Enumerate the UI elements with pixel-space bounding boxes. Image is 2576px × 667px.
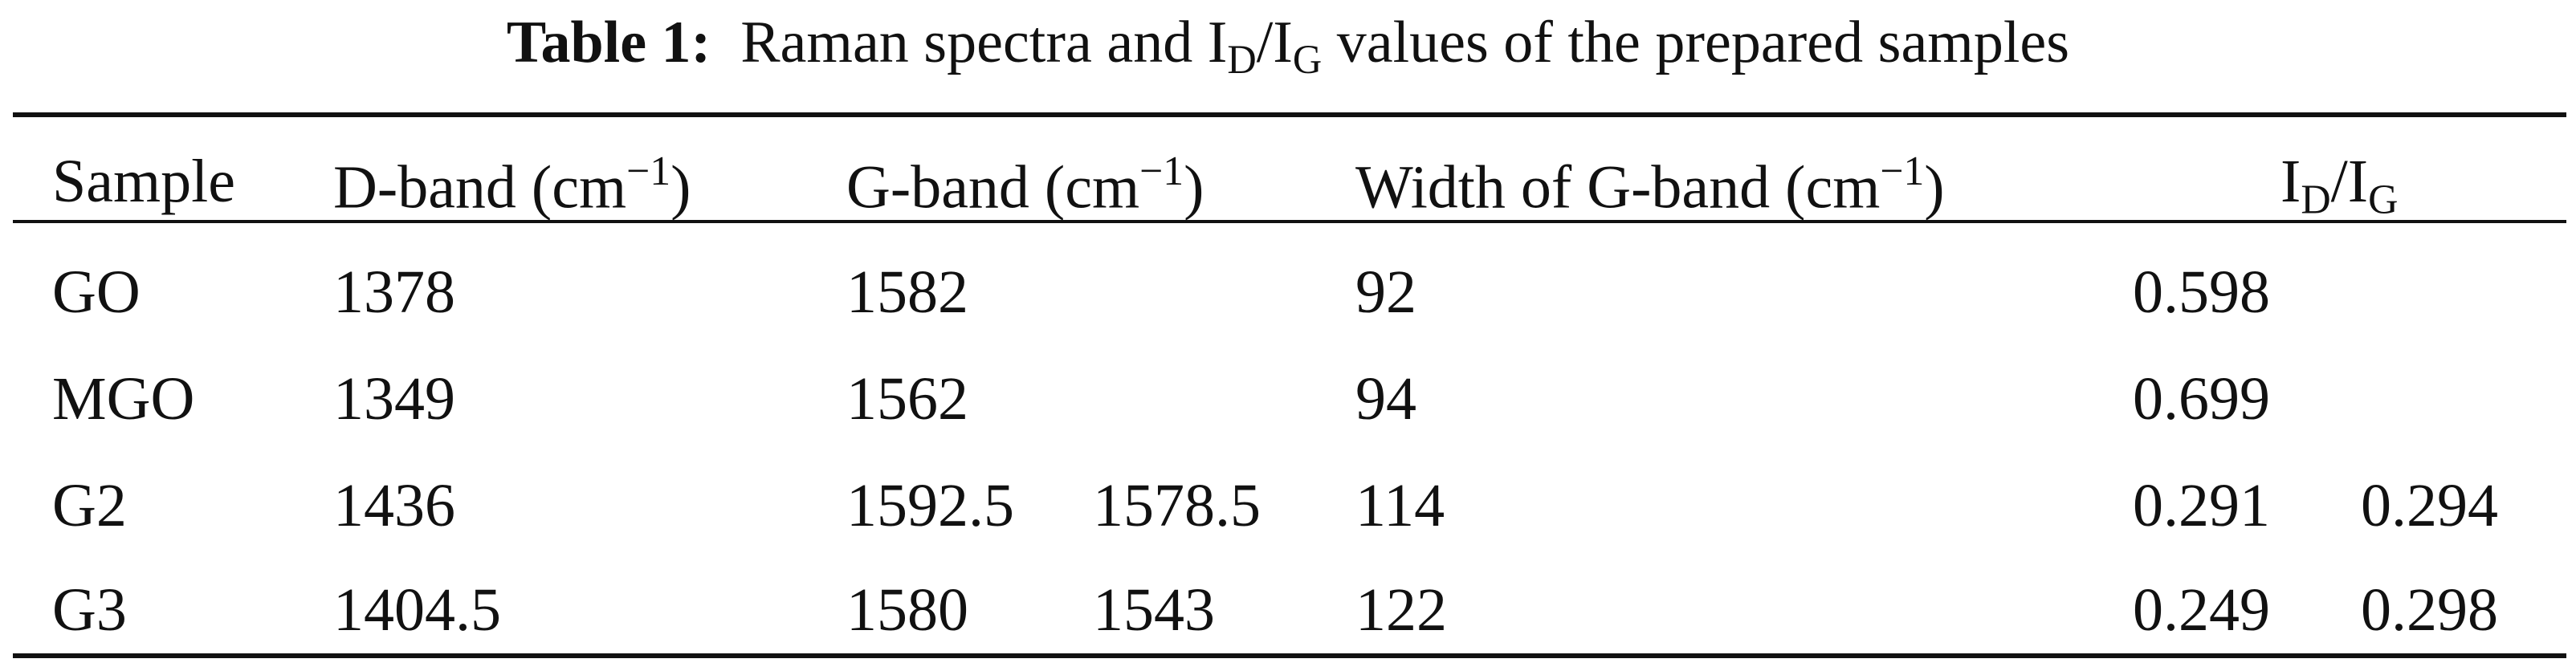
header-sup: −1 <box>1880 148 1925 194</box>
title-sub: G <box>1292 37 1323 83</box>
header-cell: Width of G-band (cm−1) <box>1355 151 1945 218</box>
table-cell: 94 <box>1355 365 1416 433</box>
header-sup: −1 <box>1139 148 1184 194</box>
header-text: D-band (cm <box>333 153 627 222</box>
header-rule <box>13 220 2566 223</box>
table-cell: G3 <box>52 576 127 644</box>
header-text: Width of G-band (cm <box>1355 153 1881 222</box>
table-cell: 1543 <box>1093 576 1215 644</box>
table-cell: 0.699 <box>2133 365 2270 433</box>
header-cell: G-band (cm−1) <box>846 151 1204 218</box>
table-cell: 114 <box>1355 472 1445 539</box>
table-cell: 1580 <box>846 576 968 644</box>
table-cell: 1436 <box>333 472 455 539</box>
header-cell: Sample <box>52 148 235 215</box>
title-text: /I <box>1256 10 1293 75</box>
top-rule <box>13 112 2566 117</box>
header-sub: D <box>2301 177 2331 223</box>
table-cell: G2 <box>52 472 127 539</box>
header-cell: ID/IG <box>2280 151 2398 221</box>
table-cell: 0.598 <box>2133 258 2270 326</box>
header-text: ) <box>1924 153 1945 222</box>
table-cell: MGO <box>52 365 195 433</box>
header-sup: −1 <box>626 148 671 194</box>
header-cell: D-band (cm−1) <box>333 151 691 218</box>
header-text: G-band (cm <box>846 153 1140 222</box>
table-label: Table 1: <box>506 10 711 75</box>
table-cell: 92 <box>1355 258 1416 326</box>
header-text: ) <box>670 153 691 222</box>
table-cell: 1562 <box>846 365 968 433</box>
header-text: I <box>2280 148 2301 215</box>
title-text: Raman spectra and I <box>740 10 1228 75</box>
header-sub: G <box>2368 177 2399 223</box>
table-cell: 1578.5 <box>1093 472 1261 539</box>
header-text: /I <box>2330 148 2369 215</box>
table-cell: 1582 <box>846 258 968 326</box>
table-cell: 1349 <box>333 365 455 433</box>
table-cell: 1378 <box>333 258 455 326</box>
table-cell: 1404.5 <box>333 576 501 644</box>
table-title: Table 1: Raman spectra and ID/IG values … <box>0 13 2576 79</box>
table-cell: 1592.5 <box>846 472 1014 539</box>
title-sub: D <box>1227 37 1257 83</box>
bottom-rule <box>13 653 2566 658</box>
header-text: ) <box>1184 153 1204 222</box>
table-cell: 0.249 <box>2133 576 2270 644</box>
table-cell: 0.294 <box>2361 472 2498 539</box>
table-cell: 122 <box>1355 576 1447 644</box>
table-cell: GO <box>52 258 141 326</box>
title-text: values of the prepared samples <box>1322 10 2070 75</box>
table-cell: 0.298 <box>2361 576 2498 644</box>
table-cell: 0.291 <box>2133 472 2270 539</box>
